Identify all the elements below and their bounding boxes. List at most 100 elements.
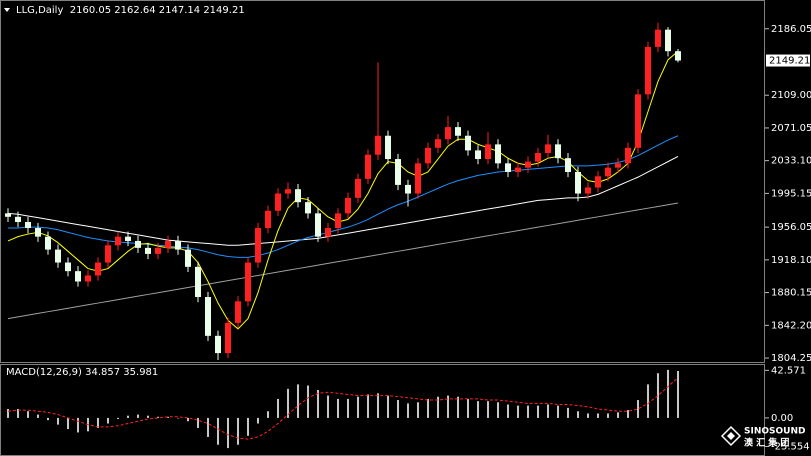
- y-tick-label: 1918.10: [771, 255, 811, 266]
- y-tick-label: 1880.15: [771, 288, 811, 299]
- y-tick-label: 1804.25: [771, 353, 811, 364]
- candle-body: [605, 167, 611, 177]
- candle-body: [665, 29, 671, 52]
- macd-bar: [67, 417, 69, 430]
- candle-body: [395, 159, 401, 185]
- macd-bar: [647, 384, 649, 418]
- candle-body: [265, 210, 271, 229]
- candle-body: [595, 176, 601, 188]
- candle-body: [235, 301, 241, 323]
- macd-bar: [77, 417, 79, 433]
- macd-bar: [537, 405, 539, 418]
- menu-arrow: [4, 8, 10, 12]
- candle-body: [65, 262, 71, 272]
- macd-bar: [157, 416, 159, 418]
- macd-bar: [457, 396, 459, 418]
- macd-bar: [577, 411, 579, 418]
- macd-bar: [267, 411, 269, 418]
- candle-body: [575, 171, 581, 194]
- price-panel: [0, 0, 765, 363]
- candle-body: [535, 152, 541, 162]
- macd-bar: [27, 411, 29, 418]
- macd-bar: [557, 405, 559, 418]
- signal-line: [7, 377, 679, 440]
- macd-bar: [487, 401, 489, 418]
- candle-body: [365, 154, 371, 179]
- macd-bar: [177, 417, 179, 419]
- candle-body: [565, 158, 571, 172]
- moving-average: [7, 202, 679, 320]
- macd-bar: [657, 373, 659, 418]
- candle-body: [455, 127, 461, 136]
- candle-body: [655, 29, 661, 47]
- macd-bar: [447, 395, 449, 418]
- candle-body: [205, 297, 211, 336]
- macd-bar: [217, 417, 219, 445]
- macd-bar: [147, 415, 149, 418]
- candle-body: [75, 271, 81, 282]
- candle-body: [255, 228, 261, 263]
- macd-bar: [467, 398, 469, 418]
- macd-bar: [357, 396, 359, 418]
- macd-bar: [637, 400, 639, 418]
- candle-body: [525, 161, 531, 168]
- candle-body: [275, 193, 281, 211]
- y-tick-label: 2109.00: [771, 90, 811, 101]
- macd-bar: [227, 417, 229, 449]
- candle-body: [545, 144, 551, 153]
- macd-bar: [527, 405, 529, 418]
- chart-title: LLG,Daily 2160.05 2162.64 2147.14 2149.2…: [16, 5, 245, 16]
- y-tick-label: 2071.05: [771, 123, 811, 134]
- macd-bar: [97, 417, 99, 428]
- macd-bar: [617, 412, 619, 418]
- candle-body: [15, 216, 21, 222]
- macd-bar: [317, 389, 319, 418]
- macd-bar: [337, 398, 339, 418]
- macd-bar: [627, 410, 629, 418]
- candle-body: [495, 144, 501, 164]
- candle-body: [615, 163, 621, 168]
- macd-bar: [277, 398, 279, 418]
- macd-bar: [287, 388, 289, 418]
- candle-body: [305, 202, 311, 214]
- y-tick-label: 2186.05: [771, 24, 811, 35]
- candle-body: [515, 167, 521, 172]
- macd-bar: [17, 408, 19, 418]
- logo-subtitle: 澳 汇 集 团: [744, 437, 789, 449]
- candle-body: [315, 213, 321, 237]
- macd-bar: [397, 400, 399, 418]
- macd-bar: [247, 417, 249, 436]
- last-price-box: [766, 54, 810, 67]
- macd-bar: [597, 413, 599, 418]
- macd-bar: [407, 403, 409, 418]
- candle-body: [345, 197, 351, 214]
- y-tick-label: 1956.05: [771, 222, 811, 233]
- macd-bar: [257, 417, 259, 424]
- macd-bar: [207, 417, 209, 437]
- logo-name: SINOSOUND: [744, 427, 805, 437]
- macd-bar: [677, 370, 679, 418]
- candle-body: [115, 236, 121, 246]
- candle-body: [165, 240, 171, 248]
- candle-body: [295, 189, 301, 203]
- macd-bar: [47, 417, 49, 421]
- candle-body: [135, 240, 141, 248]
- candle-body: [585, 187, 591, 194]
- candle-body: [155, 247, 161, 254]
- candle-body: [85, 275, 91, 282]
- macd-bar: [57, 417, 59, 425]
- macd-bar: [437, 396, 439, 418]
- candle-body: [45, 236, 51, 250]
- candle-body: [475, 150, 481, 160]
- candle-body: [5, 213, 11, 217]
- candle-body: [435, 139, 441, 148]
- candle-body: [125, 236, 131, 241]
- macd-bar: [517, 405, 519, 418]
- candle-body: [25, 221, 31, 229]
- macd-bar: [417, 402, 419, 418]
- macd-bar: [547, 404, 549, 418]
- candle-body: [185, 249, 191, 267]
- candle-body: [675, 51, 681, 61]
- macd-bar: [377, 393, 379, 418]
